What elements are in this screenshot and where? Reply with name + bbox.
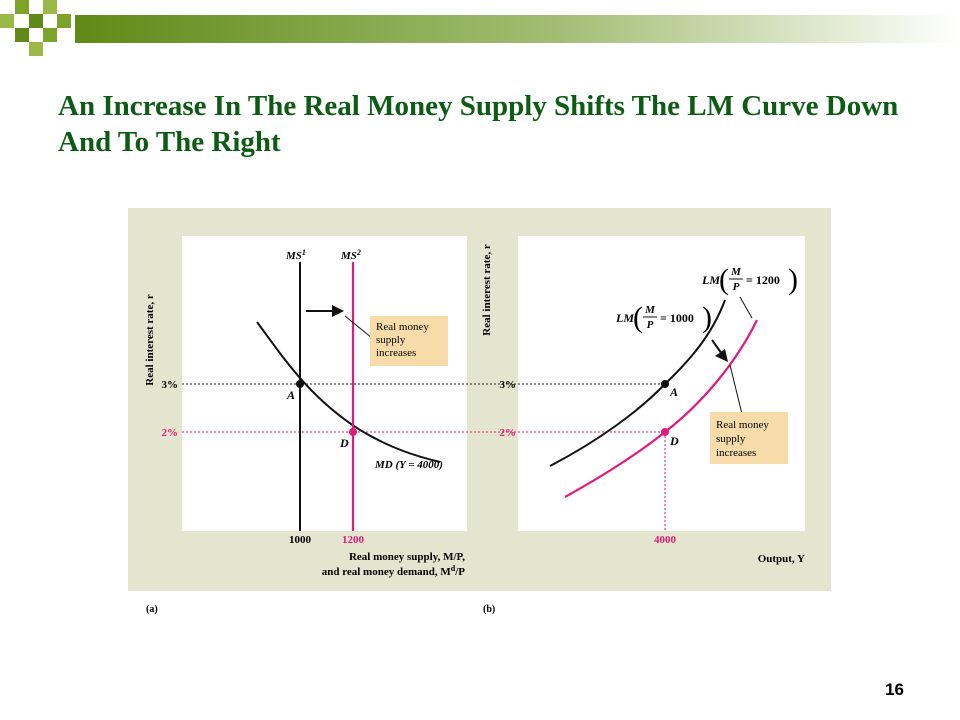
callout-b-leader	[729, 364, 743, 415]
lm1-left-paren: (	[633, 301, 643, 334]
callout-a-line-1: Real money	[376, 321, 429, 333]
tick-2-percent-a: 2%	[162, 427, 179, 439]
panel-a-x-axis-label-line-1: Real money supply, M/P,	[349, 551, 465, 563]
callout-a-text: Real money supply increases	[376, 321, 432, 359]
tick-4000: 4000	[654, 534, 677, 546]
lm1-value: = 1000	[660, 311, 694, 325]
panel-a-y-axis-label: Real interest rate, r	[144, 294, 156, 386]
ms1-label: MS1	[285, 248, 306, 262]
callout-b-line-1: Real money	[716, 419, 769, 431]
page-number: 16	[885, 680, 904, 699]
title-decoration-bar	[0, 0, 960, 56]
callout-a-line-3: increases	[376, 347, 416, 359]
lm2-label-leader	[739, 296, 753, 319]
point-d-marker-b	[661, 428, 669, 436]
callout-b-line-2: supply	[716, 433, 746, 445]
shift-arrow-b	[711, 339, 723, 355]
panel-a-plot-area	[182, 236, 467, 531]
tick-3-percent-b: 3%	[500, 379, 517, 391]
panel-a: Real interest rate, r Real money supply …	[144, 248, 518, 578]
lm2-label-text: LM	[701, 273, 720, 287]
point-d-label-a: D	[339, 436, 349, 450]
lm1-right-paren: )	[702, 301, 712, 334]
tick-1000: 1000	[289, 534, 312, 546]
panel-b: Real interest rate, r Real money supply …	[481, 244, 805, 565]
point-a-marker-a	[296, 380, 304, 388]
lm2-value: = 1200	[746, 273, 780, 287]
callout-a-leader	[344, 315, 373, 339]
panel-b-y-axis-label: Real interest rate, r	[481, 244, 493, 336]
point-a-marker-b	[661, 380, 669, 388]
shift-arrow-a-head	[332, 305, 344, 317]
panel-a-x-axis-label-line-2: and real money demand, Md/P	[322, 564, 466, 578]
point-a-label-b: A	[669, 385, 678, 399]
point-a-label-a: A	[286, 388, 295, 402]
lm2-frac-num: M	[730, 266, 742, 278]
panel-b-x-axis-label: Output, Y	[758, 553, 805, 565]
tick-3-percent-a: 3%	[162, 379, 179, 391]
callout-b-text: Real money supply increases	[716, 419, 772, 459]
md-curve	[256, 321, 441, 463]
lm2-right-paren: )	[788, 263, 798, 296]
md-label: MD (Y = 4000)	[374, 459, 443, 471]
callout-b-line-3: increases	[716, 447, 756, 459]
ms2-label: MS2	[340, 248, 361, 262]
callout-a-line-2: supply	[376, 334, 406, 346]
lm1-label: LM ( M P = 1000 )	[615, 301, 712, 334]
lm2-left-paren: (	[719, 263, 729, 296]
lm1-frac-num: M	[644, 304, 656, 316]
callout-b-box	[710, 412, 788, 464]
gradient-bar	[75, 15, 960, 43]
checker-squares	[0, 0, 71, 56]
tick-1200: 1200	[342, 534, 365, 546]
callout-a-box	[370, 316, 448, 366]
lm1-frac-den: P	[647, 319, 654, 331]
shift-arrow-b-head	[715, 349, 728, 362]
point-d-label-b: D	[669, 434, 679, 448]
lm2-label: LM ( M P = 1200 )	[701, 263, 798, 296]
panel-a-label: (a)	[146, 604, 158, 615]
point-d-marker-a	[349, 428, 357, 436]
lm1-label-text: LM	[615, 311, 634, 325]
lm2-frac-den: P	[733, 281, 740, 293]
tick-2-percent-b: 2%	[500, 427, 517, 439]
slide-title: An Increase In The Real Money Supply Shi…	[58, 90, 899, 158]
panel-b-label: (b)	[483, 604, 495, 615]
